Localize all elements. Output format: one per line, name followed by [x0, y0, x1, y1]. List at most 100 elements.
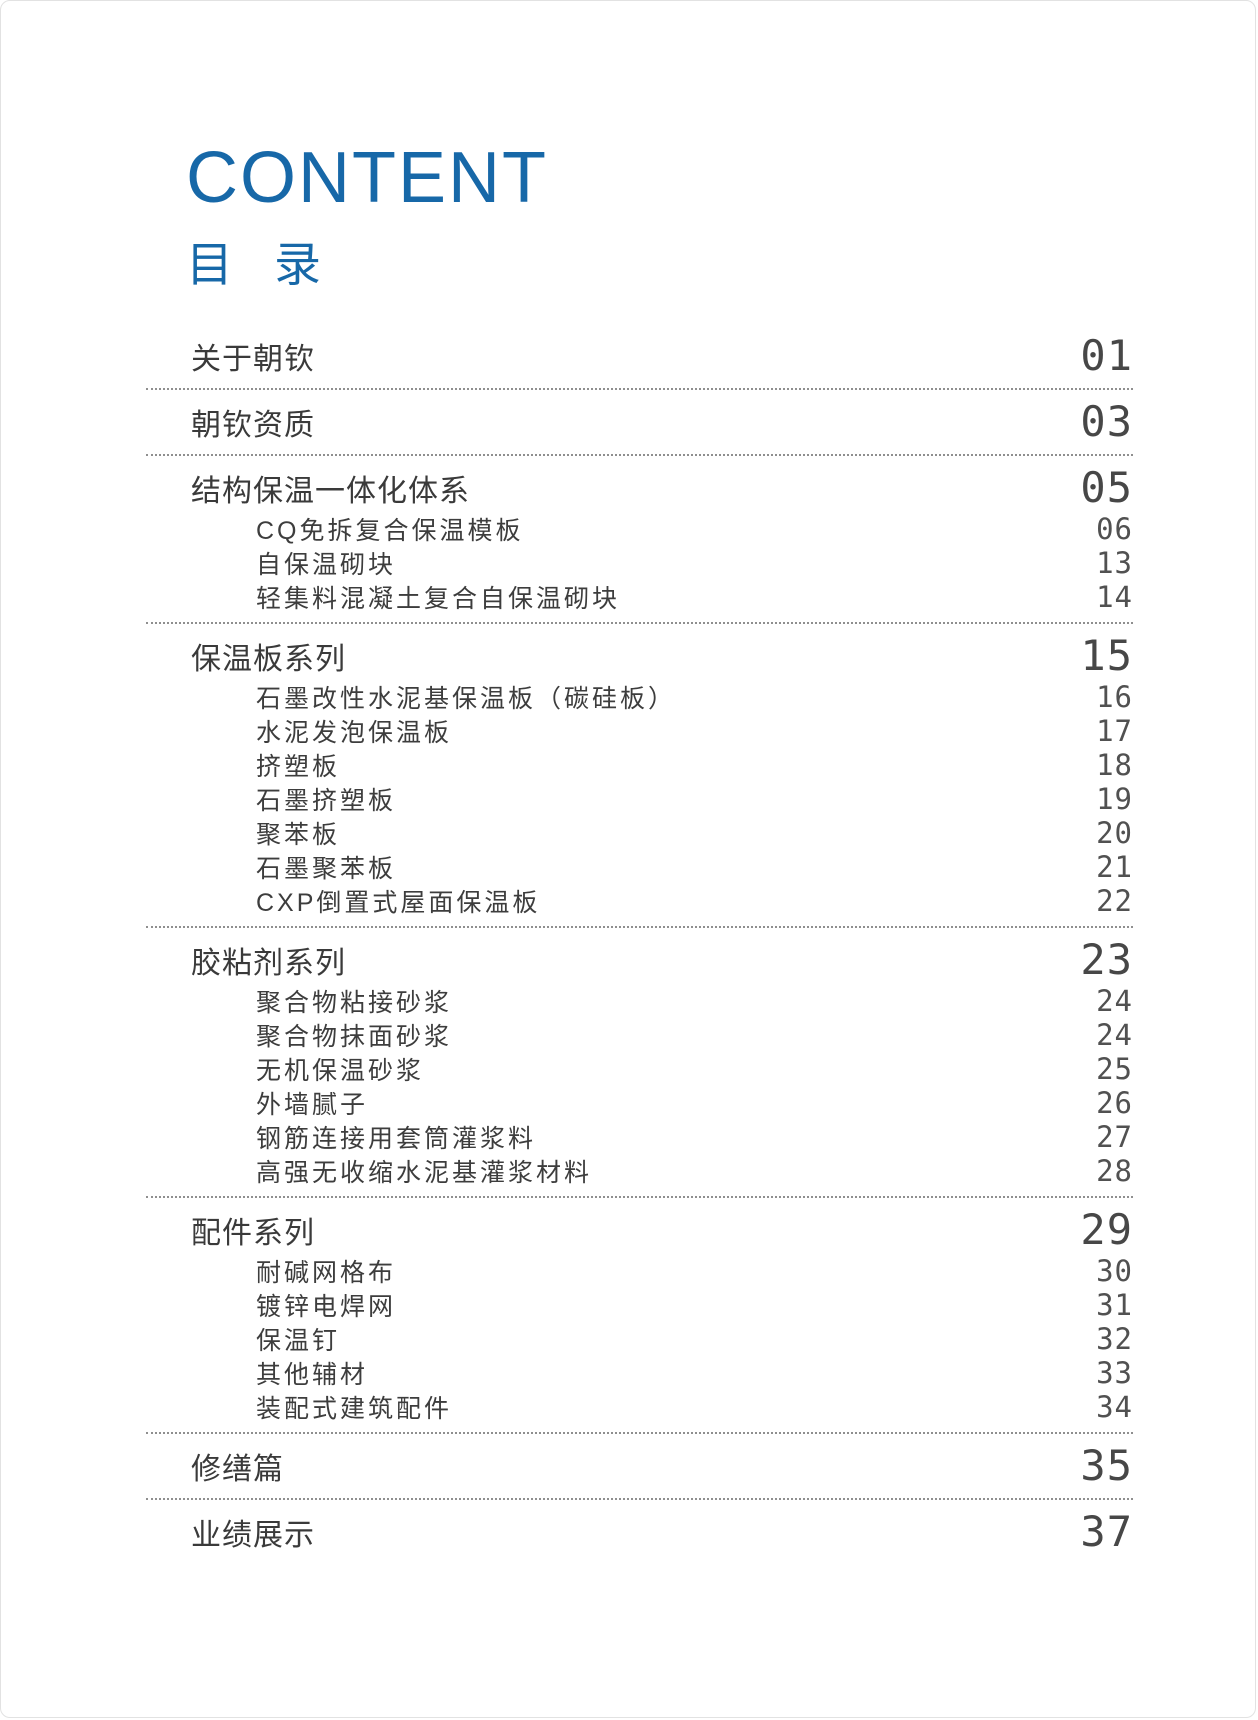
toc-item-label: CXP倒置式屋面保温板: [256, 889, 541, 918]
toc-item-label: 无机保温砂浆: [256, 1057, 425, 1086]
toc-item-page-number: 24: [1096, 983, 1133, 1018]
toc-section-page-number: 15: [1080, 631, 1133, 681]
toc-section-page-number: 01: [1080, 331, 1133, 381]
toc-item-row: CXP倒置式屋面保温板 22: [146, 884, 1133, 918]
toc-item-row: 聚合物抹面砂浆 24: [146, 1018, 1133, 1052]
toc-item-page-number: 19: [1096, 781, 1133, 816]
toc-section-row: 业绩展示 37: [146, 1508, 1133, 1556]
toc-item-page-number: 14: [1096, 579, 1133, 614]
toc-item-page-number: 18: [1096, 747, 1133, 782]
toc-section-row: 结构保温一体化体系 05: [146, 464, 1133, 512]
toc-section: 配件系列 29 耐碱网格布 30 镀锌电焊网 31 保温钉 32 其他辅材 33 装配式建筑配件 34: [146, 1198, 1133, 1435]
toc-item-label: 耐碱网格布: [256, 1259, 397, 1288]
toc-item-row: 水泥发泡保温板 17: [146, 714, 1133, 748]
toc-item-page-number: 26: [1096, 1085, 1133, 1120]
toc-item-label: 其他辅材: [256, 1361, 369, 1390]
toc-section-label: 保温板系列: [191, 643, 346, 677]
toc-item-page-number: 28: [1096, 1153, 1133, 1188]
toc-section-page-number: 37: [1080, 1507, 1133, 1557]
toc-item-page-number: 32: [1096, 1321, 1133, 1356]
toc-section-row: 配件系列 29: [146, 1206, 1133, 1254]
toc-item-page-number: 20: [1096, 815, 1133, 850]
toc-section: 修缮篇 35: [146, 1434, 1133, 1501]
toc-section-row: 朝钦资质 03: [146, 398, 1133, 446]
toc-item-row: 石墨聚苯板 21: [146, 850, 1133, 884]
toc-item-label: 聚苯板: [256, 821, 341, 850]
toc-item-label: 石墨改性水泥基保温板（碳硅板）: [256, 685, 677, 714]
toc-item-page-number: 06: [1096, 511, 1133, 546]
toc-item-page-number: 25: [1096, 1051, 1133, 1086]
toc-section-label: 修缮篇: [191, 1453, 284, 1487]
toc-item-row: 无机保温砂浆 25: [146, 1052, 1133, 1086]
toc-item-page-number: 21: [1096, 849, 1133, 884]
toc-section-label: 胶粘剂系列: [191, 947, 346, 981]
toc-item-page-number: 34: [1096, 1389, 1133, 1424]
toc-item-label: CQ免拆复合保温模板: [256, 517, 524, 546]
toc-item-row: 石墨挤塑板 19: [146, 782, 1133, 816]
toc-item-label: 轻集料混凝土复合自保温砌块: [256, 585, 621, 614]
toc-item-row: 石墨改性水泥基保温板（碳硅板） 16: [146, 680, 1133, 714]
page-title-english: CONTENT: [186, 138, 548, 218]
toc-section-page-number: 23: [1080, 935, 1133, 985]
toc-item-page-number: 27: [1096, 1119, 1133, 1154]
toc-section-row: 关于朝钦 01: [146, 332, 1133, 380]
toc-item-row: 耐碱网格布 30: [146, 1254, 1133, 1288]
toc-item-row: 保温钉 32: [146, 1322, 1133, 1356]
toc-item-row: 高强无收缩水泥基灌浆材料 28: [146, 1154, 1133, 1188]
toc-item-label: 自保温砌块: [256, 551, 397, 580]
toc-section: 业绩展示 37: [146, 1500, 1133, 1564]
toc-item-row: CQ免拆复合保温模板 06: [146, 512, 1133, 546]
toc-section-label: 业绩展示: [191, 1519, 315, 1553]
toc-section-row: 修缮篇 35: [146, 1442, 1133, 1490]
toc-item-page-number: 33: [1096, 1355, 1133, 1390]
toc-section: 朝钦资质 03: [146, 390, 1133, 457]
toc-section-page-number: 05: [1080, 463, 1133, 513]
toc-item-label: 装配式建筑配件: [256, 1395, 453, 1424]
toc-item-label: 外墙腻子: [256, 1091, 369, 1120]
toc-item-page-number: 22: [1096, 883, 1133, 918]
toc-item-page-number: 30: [1096, 1253, 1133, 1288]
toc-item-row: 外墙腻子 26: [146, 1086, 1133, 1120]
toc-section: 关于朝钦 01: [146, 324, 1133, 391]
toc-section: 保温板系列 15 石墨改性水泥基保温板（碳硅板） 16 水泥发泡保温板 17 挤塑板 18 石墨…: [146, 624, 1133, 929]
toc-section: 结构保温一体化体系 05 CQ免拆复合保温模板 06 自保温砌块 13 轻集料混凝土复合自保…: [146, 456, 1133, 625]
toc-section-page-number: 29: [1080, 1205, 1133, 1255]
toc-item-label: 石墨聚苯板: [256, 855, 397, 884]
toc-section-row: 胶粘剂系列 23: [146, 936, 1133, 984]
toc-item-row: 自保温砌块 13: [146, 546, 1133, 580]
toc-section-page-number: 03: [1080, 397, 1133, 447]
toc-item-page-number: 31: [1096, 1287, 1133, 1322]
toc-item-row: 轻集料混凝土复合自保温砌块 14: [146, 580, 1133, 614]
toc-item-label: 挤塑板: [256, 753, 341, 782]
toc-section-label: 朝钦资质: [191, 409, 315, 443]
toc-item-label: 石墨挤塑板: [256, 787, 397, 816]
toc-item-page-number: 24: [1096, 1017, 1133, 1052]
toc-item-row: 聚苯板 20: [146, 816, 1133, 850]
toc-item-row: 其他辅材 33: [146, 1356, 1133, 1390]
toc-section-page-number: 35: [1080, 1441, 1133, 1491]
toc-item-page-number: 16: [1096, 679, 1133, 714]
toc-section-row: 保温板系列 15: [146, 632, 1133, 680]
page-header: CONTENT 目 录: [1, 1, 1255, 290]
toc-item-row: 镀锌电焊网 31: [146, 1288, 1133, 1322]
toc-item-label: 钢筋连接用套筒灌浆料: [256, 1125, 537, 1154]
toc-section-label: 结构保温一体化体系: [191, 475, 470, 509]
page-title-chinese: 目 录: [186, 237, 336, 291]
toc-item-label: 聚合物粘接砂浆: [256, 989, 453, 1018]
toc-item-page-number: 13: [1096, 545, 1133, 580]
toc-item-label: 高强无收缩水泥基灌浆材料: [256, 1159, 593, 1188]
toc-item-row: 装配式建筑配件 34: [146, 1390, 1133, 1424]
toc-section-label: 关于朝钦: [191, 343, 315, 377]
toc-item-row: 钢筋连接用套筒灌浆料 27: [146, 1120, 1133, 1154]
toc-item-label: 聚合物抹面砂浆: [256, 1023, 453, 1052]
toc-item-page-number: 17: [1096, 713, 1133, 748]
toc-section: 胶粘剂系列 23 聚合物粘接砂浆 24 聚合物抹面砂浆 24 无机保温砂浆 25 外墙腻子 26 钢…: [146, 928, 1133, 1199]
toc-section-label: 配件系列: [191, 1217, 315, 1251]
toc-item-row: 聚合物粘接砂浆 24: [146, 984, 1133, 1018]
toc-item-row: 挤塑板 18: [146, 748, 1133, 782]
toc-list: 关于朝钦 01 朝钦资质 03 结构保温一体化体系 05 CQ免拆复合保温模板 06 自保温砌块…: [146, 324, 1133, 1564]
toc-item-label: 水泥发泡保温板: [256, 719, 453, 748]
toc-item-label: 保温钉: [256, 1327, 341, 1356]
toc-item-label: 镀锌电焊网: [256, 1293, 397, 1322]
